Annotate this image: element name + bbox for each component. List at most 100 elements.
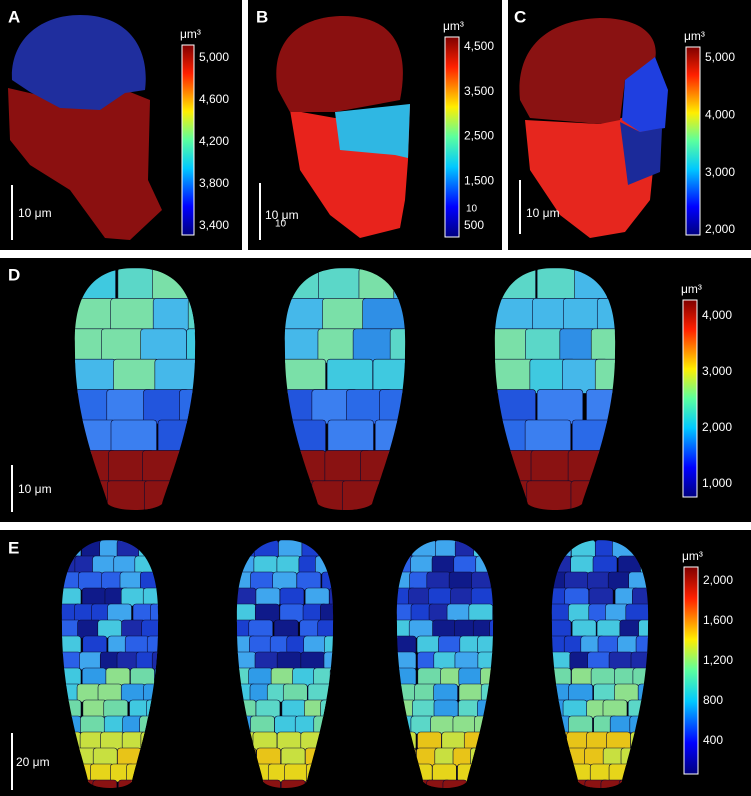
cell: [113, 555, 139, 575]
scale-bar-label: 10 μm: [265, 208, 299, 222]
cell: [562, 699, 588, 719]
cell: [282, 683, 308, 703]
cell: [596, 619, 622, 639]
colorbar-tick-label: 400: [703, 733, 723, 747]
cell: [410, 555, 435, 575]
colorbar-tick-label: 800: [703, 693, 723, 707]
cell: [596, 298, 616, 333]
cell: [432, 619, 457, 639]
colorbar-tick-label: 3,400: [199, 218, 229, 232]
cell: [280, 779, 306, 788]
cell: [279, 603, 305, 623]
cell: [318, 268, 365, 303]
colorbar-tick-label: 4,200: [199, 134, 229, 148]
cell: [82, 635, 108, 655]
cell: [594, 358, 616, 394]
cell-cap: [11, 15, 146, 110]
colorbar-tick-label: 5,000: [199, 50, 229, 64]
cell: [276, 651, 302, 671]
panel-label: C: [514, 7, 526, 26]
cell: [292, 667, 317, 687]
cell: [78, 571, 103, 591]
cell: [606, 731, 631, 751]
cell: [140, 328, 187, 364]
cell: [323, 651, 334, 671]
cell: [489, 619, 494, 639]
cell: [433, 699, 459, 719]
cell: [427, 587, 453, 607]
colorbar: [685, 46, 701, 236]
cell: [97, 619, 123, 639]
cell: [280, 747, 306, 767]
cell-patch: [620, 122, 662, 185]
cell: [426, 571, 452, 591]
cell: [571, 619, 597, 639]
cell-cap: [519, 18, 656, 124]
cell: [92, 779, 118, 788]
cell: [433, 683, 458, 703]
colorbar-tick-label: 500: [464, 218, 484, 232]
cell: [524, 419, 572, 455]
cell: [321, 571, 334, 591]
cell: [536, 389, 584, 425]
colorbar-tick-label: 1,500: [464, 173, 494, 187]
cell: [248, 667, 273, 687]
cell: [431, 555, 457, 575]
cell: [249, 635, 274, 655]
cell: [110, 298, 157, 333]
cell: [592, 555, 618, 575]
cell: [322, 298, 369, 333]
cell: [458, 667, 484, 687]
cell: [107, 603, 132, 623]
cell: [273, 619, 299, 639]
cell: [568, 683, 593, 703]
panel-label: D: [8, 265, 20, 284]
cell: [458, 683, 484, 703]
cell: [568, 715, 593, 735]
cell: [103, 699, 129, 719]
cell: [408, 619, 434, 639]
cell: [81, 587, 107, 607]
colorbar-tick-label: 3,000: [702, 364, 732, 378]
cell: [625, 603, 649, 623]
cell: [100, 731, 125, 751]
cell: [276, 555, 302, 575]
cell: [614, 683, 639, 703]
colorbar-tick-label: 2,000: [703, 573, 733, 587]
cell: [432, 763, 457, 783]
cell: [272, 571, 298, 591]
panel-label: E: [8, 538, 19, 557]
cell: [327, 419, 374, 455]
scale-bar-label: 10 μm: [18, 482, 52, 496]
cell: [564, 587, 590, 607]
colorbar: [682, 299, 698, 498]
cell: [187, 298, 196, 333]
colorbar-tick-label: 2,000: [702, 420, 732, 434]
cell: [448, 571, 474, 591]
cell: [453, 555, 479, 575]
colorbar-tick-label: 3,500: [464, 84, 494, 98]
cell: [120, 587, 146, 607]
cell: [329, 587, 334, 607]
cell: [76, 683, 102, 703]
panel-label: A: [8, 7, 20, 26]
cell: [304, 587, 330, 607]
colorbar: [444, 36, 460, 238]
stray-label: 10: [466, 204, 478, 215]
cell: [256, 747, 281, 767]
cell: [81, 667, 107, 687]
colorbar-tick-label: 2,000: [705, 222, 735, 236]
cell: [120, 683, 146, 703]
colorbar-tick-label: 4,000: [702, 308, 732, 322]
cell: [105, 667, 131, 687]
colorbar-tick-label: 4,600: [199, 92, 229, 106]
cell: [113, 358, 160, 394]
cell: [279, 587, 305, 607]
cell: [608, 651, 634, 671]
cell: [564, 571, 589, 591]
scale-bar-label: 10 μm: [18, 206, 52, 220]
cell: [150, 603, 159, 623]
cell: [412, 699, 437, 719]
cell: [492, 603, 494, 623]
